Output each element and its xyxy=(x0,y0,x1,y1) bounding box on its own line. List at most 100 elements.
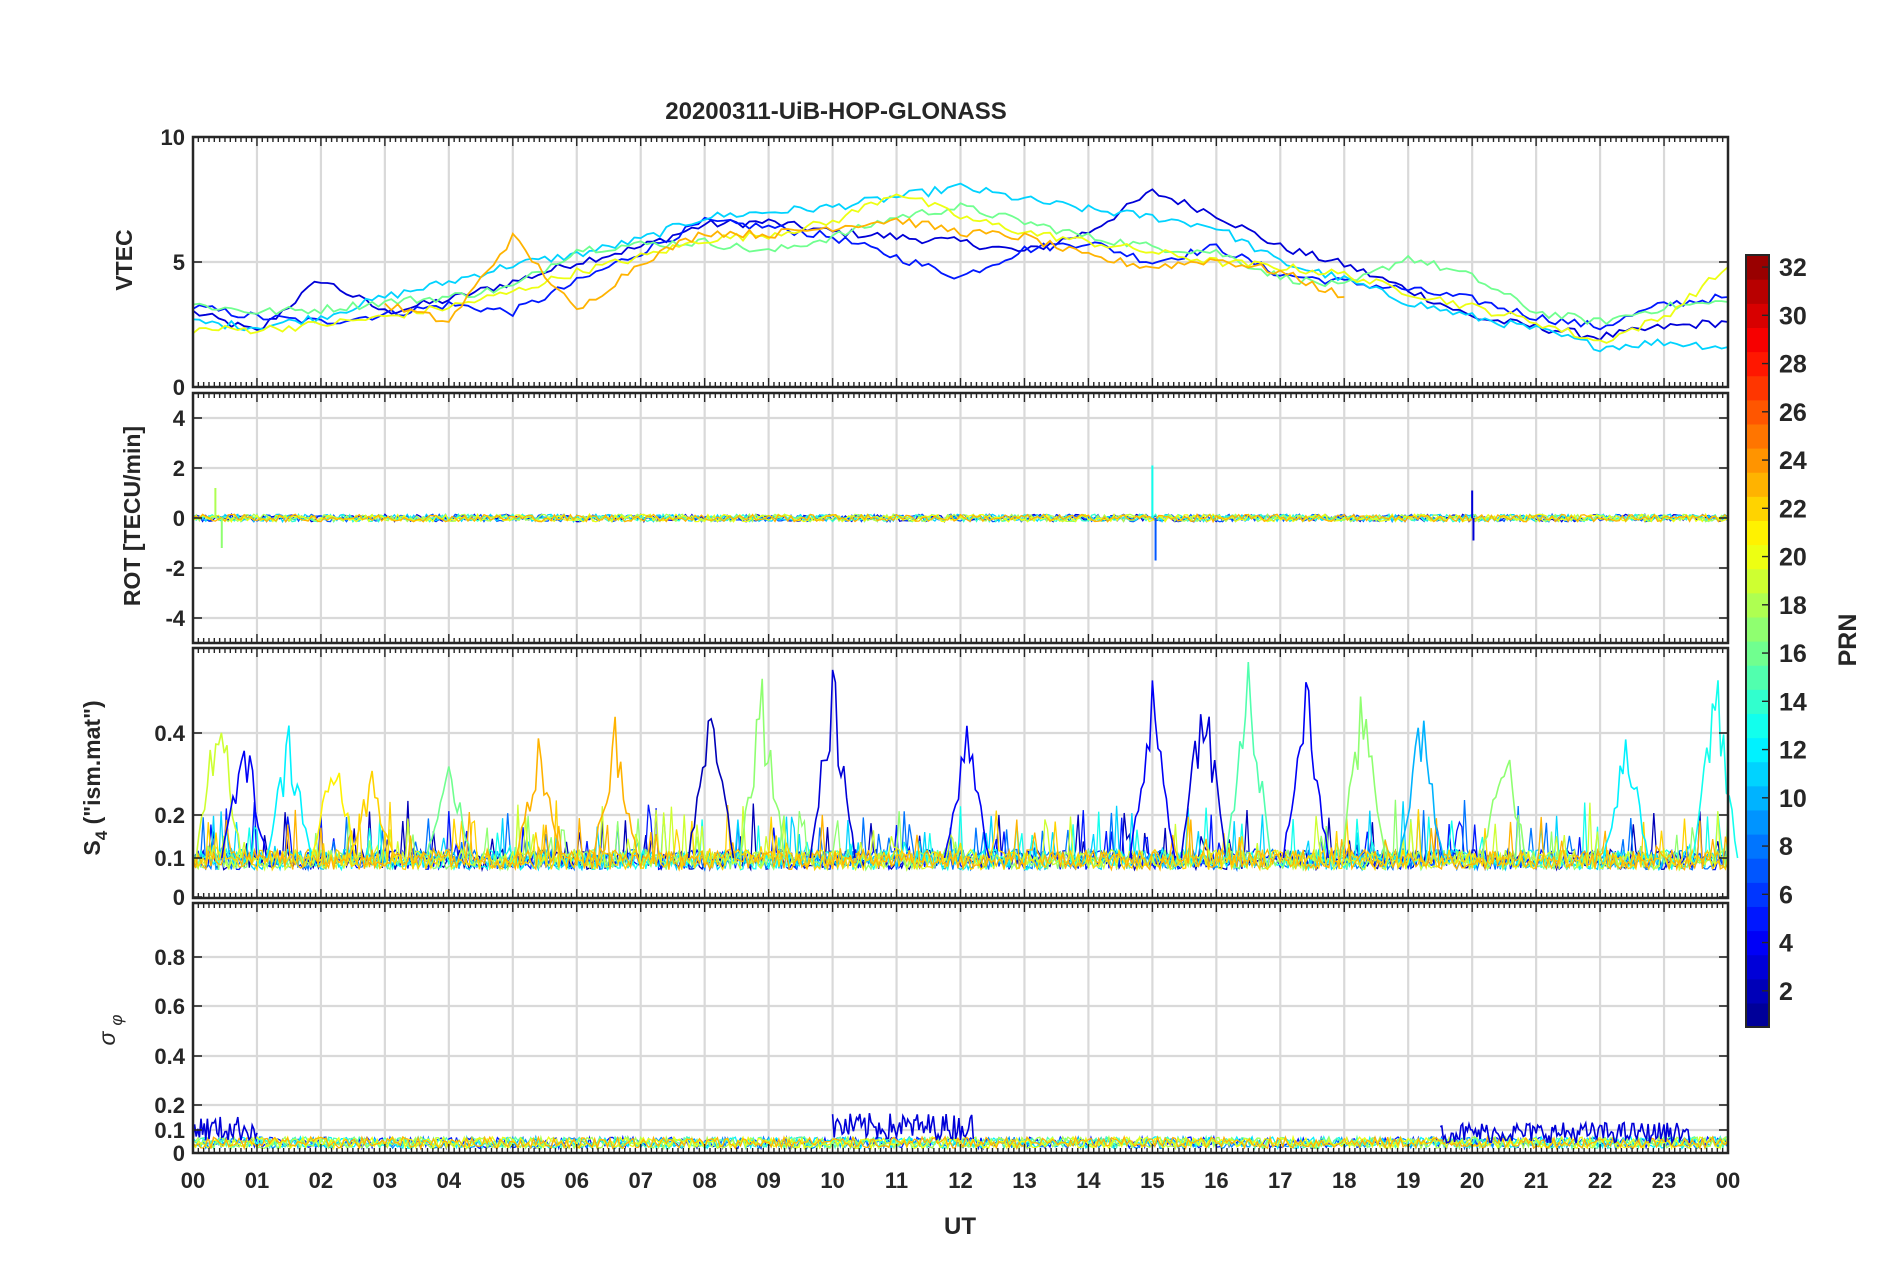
x-tick-label: 02 xyxy=(309,1168,333,1193)
vtec-series-prn-23 xyxy=(384,217,1345,323)
colorbar-segment xyxy=(1746,423,1769,449)
s4-ylabel-rest: ("ism.mat") xyxy=(79,700,105,830)
y-tick-label: 0.1 xyxy=(154,1118,185,1143)
s4-peak xyxy=(591,716,639,859)
s4-peak xyxy=(1340,696,1387,859)
colorbar-segment xyxy=(1746,641,1769,666)
s4-peak xyxy=(195,732,242,859)
x-tick-label: 00 xyxy=(1716,1168,1740,1193)
colorbar-segment xyxy=(1746,399,1769,425)
y-tick-label: 0.8 xyxy=(154,945,185,970)
y-tick-label: 0.6 xyxy=(154,994,185,1019)
colorbar-segment xyxy=(1746,882,1769,907)
x-tick-label: 11 xyxy=(885,1168,908,1193)
colorbar-segment xyxy=(1746,665,1769,690)
x-tick-label: 17 xyxy=(1268,1168,1292,1193)
s4-peak xyxy=(1282,682,1330,859)
colorbar-segment xyxy=(1746,689,1769,714)
colorbar-tick-label: 16 xyxy=(1779,640,1807,668)
vtec-series-prn-11 xyxy=(192,182,1729,353)
s4-ylabel-sub: 4 xyxy=(92,830,111,840)
sigma-active-interval xyxy=(1439,1120,1691,1146)
x-tick-label: 07 xyxy=(628,1168,652,1193)
colorbar-segment xyxy=(1746,834,1769,859)
colorbar-segment xyxy=(1746,303,1769,328)
s4-peak xyxy=(310,772,357,859)
s4-peak xyxy=(265,725,313,859)
x-tick-label: 20 xyxy=(1460,1168,1484,1193)
x-tick-label: 22 xyxy=(1588,1168,1612,1193)
x-tick-label: 16 xyxy=(1204,1168,1228,1193)
y-tick-label: 0 xyxy=(173,1141,185,1166)
colorbar-tick-label: 12 xyxy=(1779,737,1807,765)
x-tick-label: 03 xyxy=(373,1168,397,1193)
s4-peak xyxy=(221,750,268,859)
colorbar-segment xyxy=(1746,713,1769,739)
sigma-active-interval xyxy=(192,1116,258,1142)
x-tick-label: 00 xyxy=(181,1168,205,1193)
x-tick-label: 23 xyxy=(1652,1168,1676,1193)
rot-ylabel: ROT [TECU/min] xyxy=(119,426,145,606)
colorbar-segment xyxy=(1746,978,1769,1004)
y-tick-label: 0 xyxy=(173,506,185,531)
sigma-phi-ylabel: σφ xyxy=(94,1015,126,1046)
colorbar-segment xyxy=(1746,520,1769,546)
colorbar-segment xyxy=(1746,472,1769,497)
x-tick-label: 05 xyxy=(501,1168,525,1193)
colorbar-tick-label: 32 xyxy=(1779,254,1807,282)
s4-peak xyxy=(1602,739,1649,859)
colorbar-segment xyxy=(1746,448,1769,473)
colorbar-tick-label: 22 xyxy=(1779,495,1807,523)
y-tick-label: 0.2 xyxy=(154,1093,185,1118)
s4-peak xyxy=(1481,759,1528,859)
colorbar-tick-label: 8 xyxy=(1779,833,1793,861)
x-tick-label: 21 xyxy=(1524,1168,1548,1193)
rot-series-prn-23 xyxy=(192,513,1729,524)
colorbar-frame xyxy=(1745,254,1770,1028)
s4-panel: 0 0.1 0.2 0.4 xyxy=(154,646,1739,910)
x-tick-label: 19 xyxy=(1396,1168,1420,1193)
y-tick-label: 0.2 xyxy=(154,803,185,828)
s4-peak xyxy=(739,678,786,859)
colorbar-segment xyxy=(1746,761,1769,787)
colorbar-segment xyxy=(1746,327,1769,353)
vtec-ylabel: VTEC xyxy=(111,229,137,290)
y-tick-label: 0 xyxy=(173,885,185,910)
y-tick-label: -2 xyxy=(165,556,185,581)
x-tick-label: 01 xyxy=(245,1168,269,1193)
colorbar-segment xyxy=(1746,496,1769,521)
vtec-series-prn-20 xyxy=(192,193,1729,344)
s4-series-prn-23 xyxy=(192,809,1729,872)
x-tick-label: 04 xyxy=(437,1168,462,1193)
colorbar-tick-label: 10 xyxy=(1779,785,1807,813)
colorbar-segment xyxy=(1746,616,1769,642)
colorbar-segment xyxy=(1746,544,1769,570)
x-tick-label: 15 xyxy=(1140,1168,1164,1193)
colorbar-tick-label: 24 xyxy=(1779,447,1807,475)
colorbar-tick-label: 14 xyxy=(1779,688,1807,716)
vtec-series-prn-16 xyxy=(192,202,1729,326)
rot-panel: -4 -2 0 2 4 xyxy=(165,391,1730,645)
s4-peak xyxy=(425,766,472,859)
colorbar-segment xyxy=(1746,279,1769,304)
colorbar-segment xyxy=(1746,930,1769,956)
x-axis-label: UT xyxy=(944,1213,976,1240)
y-tick-label: 0.1 xyxy=(154,846,185,871)
s4-peak xyxy=(1129,680,1176,859)
s4-peak xyxy=(809,669,856,859)
y-tick-label: 0.4 xyxy=(154,1044,185,1069)
x-tick-label: 08 xyxy=(692,1168,716,1193)
x-tick-label: 09 xyxy=(756,1168,780,1193)
y-tick-label: 4 xyxy=(173,406,186,431)
colorbar-segment xyxy=(1746,592,1769,618)
sigma-symbol: σ xyxy=(94,1030,120,1045)
colorbar-tick-label: 28 xyxy=(1779,351,1807,379)
colorbar-tick-label: 18 xyxy=(1779,592,1807,620)
colorbar-tick-label: 30 xyxy=(1779,302,1807,330)
s4-ylabel: S4 ("ism.mat") xyxy=(79,700,111,855)
y-tick-label: 2 xyxy=(173,456,185,481)
y-tick-label: -4 xyxy=(165,606,185,631)
x-tick-label: 13 xyxy=(1012,1168,1036,1193)
